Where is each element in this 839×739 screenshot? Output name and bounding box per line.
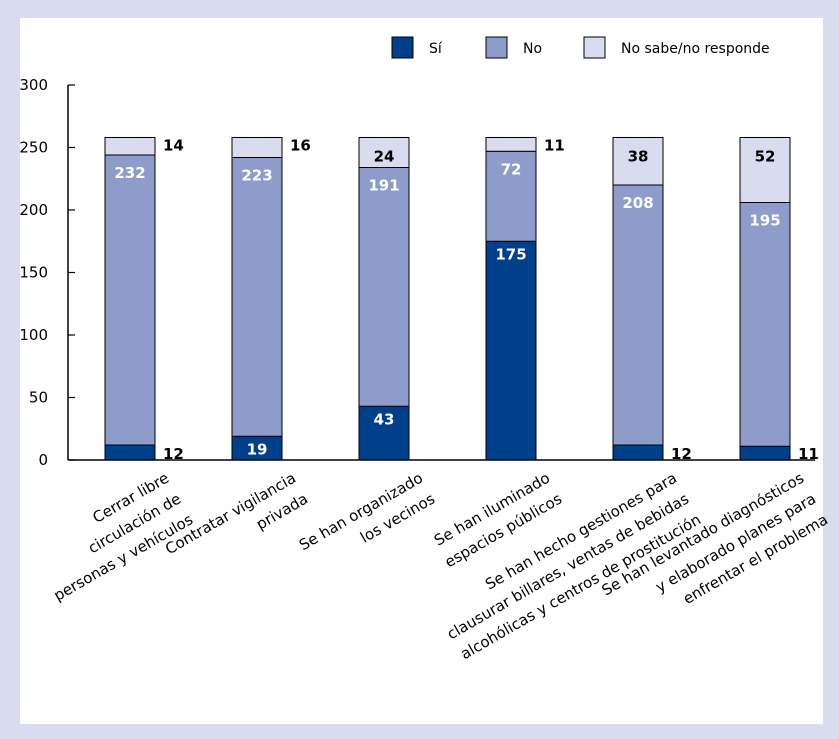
data-label: 38	[628, 148, 649, 166]
data-label: 14	[163, 137, 184, 155]
data-label: 175	[495, 245, 526, 263]
y-tick-label: 100	[19, 326, 48, 344]
bar-segment	[612, 444, 664, 461]
bar-segment	[358, 137, 410, 168]
bars	[104, 137, 791, 461]
data-label: 232	[114, 164, 145, 182]
bar-segment	[231, 137, 283, 158]
data-label: 24	[374, 148, 395, 166]
bar-segment	[358, 405, 410, 461]
data-label: 52	[755, 148, 776, 166]
data-label: 11	[544, 137, 565, 155]
bar-segment	[612, 184, 664, 446]
legend-label: No sabe/no responde	[621, 41, 770, 57]
data-label: 72	[501, 160, 522, 178]
bar-segment	[104, 154, 156, 446]
y-tick-label: 150	[19, 264, 48, 282]
bar-segment	[358, 167, 410, 407]
bar-segment	[485, 137, 537, 152]
y-tick-label: 300	[19, 76, 48, 94]
legend: Sí No No sabe/no responde	[391, 36, 770, 59]
y-tick-label: 50	[29, 389, 48, 407]
bar-segment	[739, 137, 791, 203]
axes: 0 50 100 150 200 250 300	[19, 76, 815, 469]
data-label: 11	[798, 445, 819, 463]
data-label: 16	[290, 137, 311, 155]
bar-segment	[104, 137, 156, 156]
data-label: 208	[622, 194, 653, 212]
legend-label: No	[523, 41, 542, 57]
data-labels: 12 232 14 19 223 16 43 191 24 175 72 11 12 208 38 11 195…	[114, 137, 819, 464]
data-label: 195	[749, 212, 780, 230]
data-label: 223	[241, 167, 272, 185]
data-label: 12	[163, 445, 184, 463]
legend-swatch	[391, 36, 414, 59]
legend-label: Sí	[429, 41, 443, 57]
data-label: 12	[671, 445, 692, 463]
data-label: 191	[368, 177, 399, 195]
y-tick-label: 200	[19, 201, 48, 219]
bar-segment	[231, 157, 283, 437]
legend-swatch	[485, 36, 508, 59]
legend-swatch	[583, 36, 606, 59]
bar-segment	[612, 137, 664, 186]
bar-segment	[739, 202, 791, 447]
bar-segment	[485, 240, 537, 461]
bar-segment	[739, 445, 791, 461]
data-label: 43	[374, 410, 395, 428]
data-label: 19	[247, 440, 268, 458]
y-tick-label: 0	[38, 451, 48, 469]
bar-segment	[104, 444, 156, 461]
y-tick-label: 250	[19, 139, 48, 157]
